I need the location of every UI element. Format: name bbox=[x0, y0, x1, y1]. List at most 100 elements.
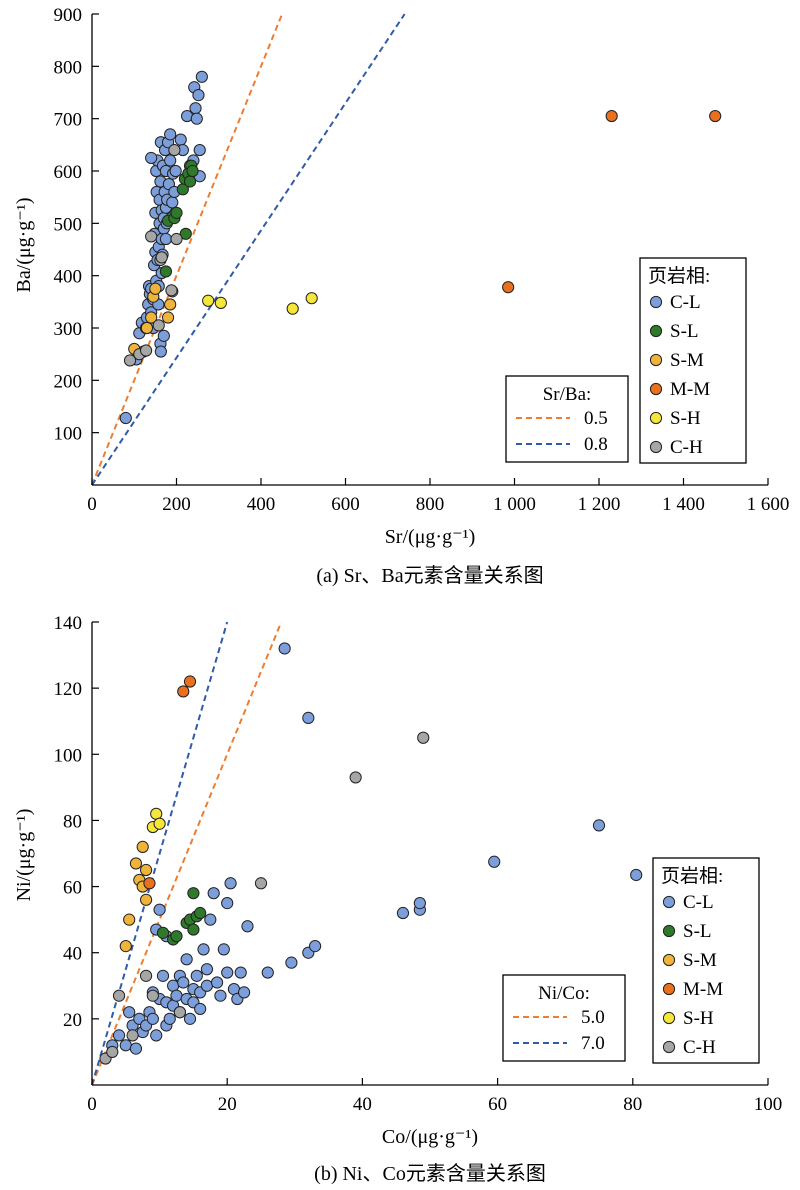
x-tick-label: 600 bbox=[331, 494, 360, 515]
legends: Sr/Ba: 0.5 0.8 页岩相: C-L S-L S-M M-M S-H C-H bbox=[505, 257, 747, 464]
y-tick-label: 20 bbox=[63, 1010, 82, 1031]
facies-legend-label: C-L bbox=[683, 892, 714, 913]
point-c-h bbox=[126, 1029, 139, 1042]
facies-legend-label: C-H bbox=[683, 1037, 716, 1058]
point-c-l bbox=[396, 906, 410, 920]
point-s-h bbox=[305, 292, 318, 305]
point-s-l bbox=[156, 926, 170, 939]
x-tick-label: 0 bbox=[87, 494, 97, 515]
facies-legend-marker bbox=[662, 953, 676, 967]
x-tick-label: 800 bbox=[416, 494, 445, 515]
point-c-l bbox=[193, 143, 206, 157]
point-c-l bbox=[123, 1006, 136, 1019]
facies-legend-label: M-M bbox=[683, 979, 723, 1000]
facies-legend-label: S-L bbox=[683, 921, 712, 942]
facies-legend-marker bbox=[649, 353, 663, 367]
point-c-l bbox=[183, 1012, 197, 1025]
point-c-l bbox=[630, 868, 643, 882]
point-c-l bbox=[189, 102, 202, 115]
point-c-l bbox=[174, 133, 187, 146]
ratio-legend-title: Ni/Co: bbox=[538, 983, 590, 1004]
point-c-l bbox=[238, 986, 251, 999]
y-tick-label: 140 bbox=[54, 613, 83, 634]
point-c-l bbox=[278, 642, 291, 655]
point-s-l bbox=[186, 164, 199, 178]
axes: 0 200 400 600 800 1 000 1 200 1 400 1 600 100 200 3… bbox=[54, 5, 790, 515]
point-s-l bbox=[194, 906, 207, 920]
point-c-h bbox=[139, 344, 153, 357]
point-s-h bbox=[153, 817, 166, 830]
point-c-l bbox=[217, 943, 230, 956]
point-c-h bbox=[170, 232, 183, 246]
point-c-l bbox=[119, 1039, 132, 1052]
x-tick-label: 200 bbox=[162, 494, 191, 515]
point-s-m bbox=[129, 857, 143, 870]
point-s-m bbox=[139, 893, 153, 906]
point-m-m bbox=[183, 675, 197, 688]
facies-legend-label: S-H bbox=[670, 408, 701, 429]
point-s-m bbox=[139, 863, 153, 877]
x-tick-label: 0 bbox=[87, 1094, 97, 1115]
x-tick-label: 40 bbox=[353, 1094, 372, 1115]
point-c-l bbox=[413, 897, 426, 910]
point-c-l bbox=[302, 711, 315, 725]
point-s-m bbox=[140, 321, 154, 335]
y-tick-label: 60 bbox=[63, 878, 82, 899]
point-c-l bbox=[190, 112, 203, 125]
point-m-m bbox=[143, 877, 156, 890]
point-c-h bbox=[152, 319, 165, 332]
point-c-h bbox=[123, 354, 137, 367]
point-c-l bbox=[207, 887, 220, 900]
facies-legend-marker bbox=[662, 1040, 676, 1054]
point-c-l bbox=[156, 969, 170, 982]
point-m-m bbox=[605, 109, 618, 123]
facies-legend-marker bbox=[662, 924, 676, 938]
legends: Ni/Co: 5.0 7.0 页岩相: C-L S-L S-M M-M S-H C-H bbox=[502, 857, 760, 1064]
point-c-l bbox=[190, 969, 203, 982]
y-tick-label: 300 bbox=[54, 319, 83, 340]
x-tick-label: 80 bbox=[623, 1094, 642, 1115]
point-c-l bbox=[159, 232, 173, 246]
point-c-l bbox=[119, 411, 132, 425]
ratio-line-7.0 bbox=[91, 621, 229, 1086]
x-tick-label: 1 600 bbox=[747, 494, 790, 515]
point-c-h bbox=[145, 230, 158, 243]
point-s-m bbox=[145, 311, 158, 324]
point-c-l bbox=[192, 89, 205, 102]
ratio-line-0.8 bbox=[91, 13, 406, 486]
x-tick-label: 1 200 bbox=[578, 494, 621, 515]
point-c-l bbox=[195, 70, 208, 83]
x-tick-label: 1 400 bbox=[662, 494, 705, 515]
point-c-l bbox=[157, 329, 170, 342]
x-tick-label: 20 bbox=[218, 1094, 237, 1115]
facies-legend-title: 页岩相: bbox=[661, 865, 723, 887]
point-s-m bbox=[136, 840, 149, 853]
y-tick-label: 800 bbox=[54, 57, 83, 78]
ratio-legend-label: 5.0 bbox=[581, 1007, 605, 1028]
point-c-l bbox=[170, 989, 183, 1002]
point-s-h bbox=[214, 296, 227, 309]
axes: 0 20 40 60 80 100 20 40 60 80 100 120 140 bbox=[54, 613, 783, 1115]
point-c-l bbox=[197, 943, 210, 956]
point-s-m bbox=[149, 282, 162, 295]
facies-legend-marker bbox=[662, 1011, 676, 1025]
y-tick-label: 900 bbox=[54, 5, 83, 26]
point-c-h bbox=[254, 877, 268, 890]
point-c-l bbox=[154, 345, 167, 358]
point-c-l bbox=[221, 897, 234, 910]
point-c-l bbox=[129, 1042, 143, 1055]
point-c-h bbox=[165, 284, 178, 297]
x-tick-label: 100 bbox=[754, 1094, 783, 1115]
point-s-l bbox=[179, 227, 192, 240]
y-tick-label: 80 bbox=[63, 811, 82, 832]
facies-legend-marker bbox=[649, 324, 663, 338]
point-s-h bbox=[202, 294, 215, 307]
y-tick-label: 400 bbox=[54, 267, 83, 288]
point-c-l bbox=[112, 1029, 126, 1042]
ratio-line-5.0 bbox=[91, 621, 283, 1086]
point-c-l bbox=[308, 940, 322, 953]
point-c-l bbox=[145, 151, 158, 165]
point-c-h bbox=[112, 989, 126, 1002]
point-c-h bbox=[106, 1045, 119, 1059]
